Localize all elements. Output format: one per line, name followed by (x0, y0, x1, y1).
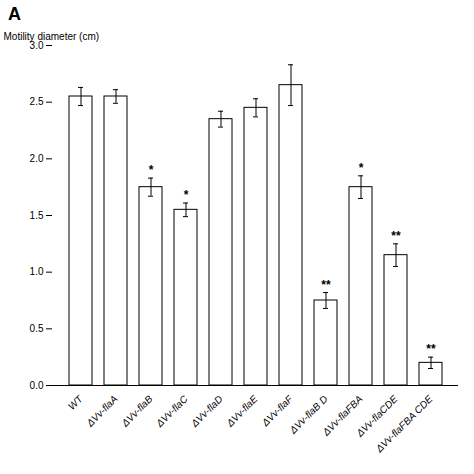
svg-text:ΔVv-flaE: ΔVv-flaE (224, 393, 260, 429)
svg-text:**: ** (391, 229, 401, 243)
svg-text:3.0: 3.0 (29, 39, 44, 51)
svg-text:ΔVv-flaF: ΔVv-flaF (259, 393, 295, 429)
svg-text:**: ** (321, 278, 331, 292)
svg-text:1.5: 1.5 (30, 210, 44, 221)
svg-text:ΔVv-flaC: ΔVv-flaC (153, 393, 190, 430)
svg-text:ΔVv-flaFBA: ΔVv-flaFBA (320, 393, 365, 438)
svg-text:1.0: 1.0 (30, 266, 44, 277)
svg-text:0.0: 0.0 (30, 380, 44, 391)
svg-text:WT: WT (66, 393, 85, 412)
svg-text:0.5: 0.5 (30, 323, 44, 334)
svg-text:Motility diameter (cm): Motility diameter (cm) (4, 31, 100, 42)
svg-text:ΔVv-flaA: ΔVv-flaA (84, 393, 120, 429)
svg-text:*: * (184, 188, 189, 202)
svg-text:**: ** (426, 342, 436, 356)
svg-text:ΔVv-flaB D: ΔVv-flaB D (287, 393, 330, 436)
svg-text:2.5: 2.5 (30, 96, 44, 107)
svg-text:ΔVv-flaFBA CDE: ΔVv-flaFBA CDE (373, 393, 435, 455)
html-text:A: A (8, 4, 21, 24)
svg-text:2.0: 2.0 (30, 153, 44, 164)
svg-text:ΔVv-flaD: ΔVv-flaD (188, 393, 224, 429)
svg-text:ΔVv-flaCDE: ΔVv-flaCDE (354, 393, 400, 439)
svg-text:*: * (359, 161, 364, 175)
svg-text:ΔVv-flaB: ΔVv-flaB (119, 393, 155, 429)
svg-text:*: * (149, 163, 154, 177)
